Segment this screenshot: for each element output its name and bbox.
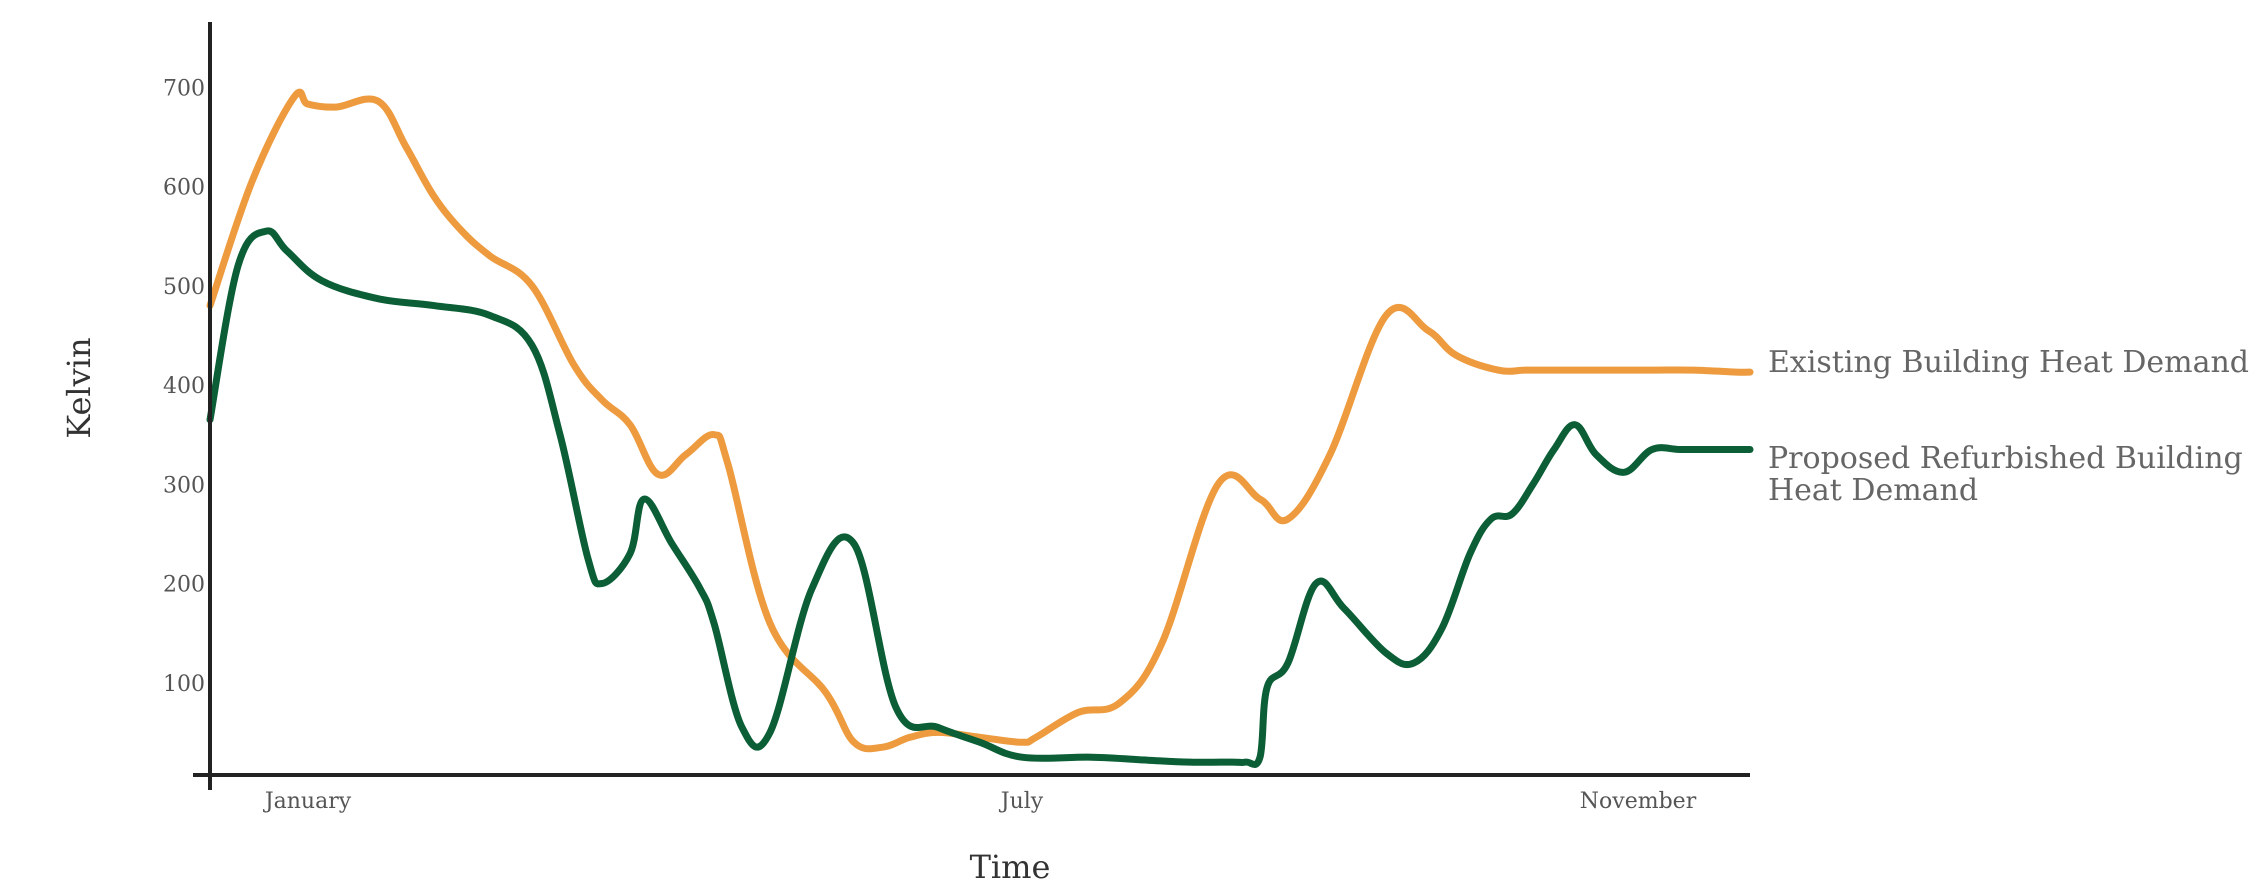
x-tick-label-july: July (999, 789, 1044, 814)
series-end-labels: Existing Building Heat Demand Proposed R… (1768, 345, 2252, 508)
y-tick-label-100: 100 (163, 672, 205, 697)
y-tick-label-200: 200 (163, 573, 205, 598)
y-tick-label-600: 600 (163, 176, 205, 201)
y-tick-label-500: 500 (163, 275, 205, 300)
y-tick-label-400: 400 (163, 374, 205, 399)
y-axis-title: Kelvin (60, 337, 98, 438)
legend-proposed-building: Proposed Refurbished Building Heat Deman… (1768, 441, 2252, 508)
x-tick-label-november: November (1580, 789, 1697, 814)
legend-existing-building: Existing Building Heat Demand (1768, 345, 2249, 380)
y-tick-labels: 100 200 300 400 500 600 700 (163, 76, 205, 697)
legend-proposed-line-1: Proposed Refurbished Building (1768, 441, 2243, 476)
y-tick-label-700: 700 (163, 76, 205, 101)
legend-proposed-line-2: Heat Demand (1768, 473, 1978, 508)
series-line-existing-building (206, 88, 1754, 753)
x-tick-labels: January July November (263, 789, 1697, 814)
series-line-proposed-building (206, 227, 1754, 768)
series-lines (206, 88, 1754, 768)
y-tick-label-300: 300 (163, 473, 205, 498)
x-axis-title: Time (970, 848, 1051, 886)
x-tick-label-january: January (263, 789, 352, 814)
